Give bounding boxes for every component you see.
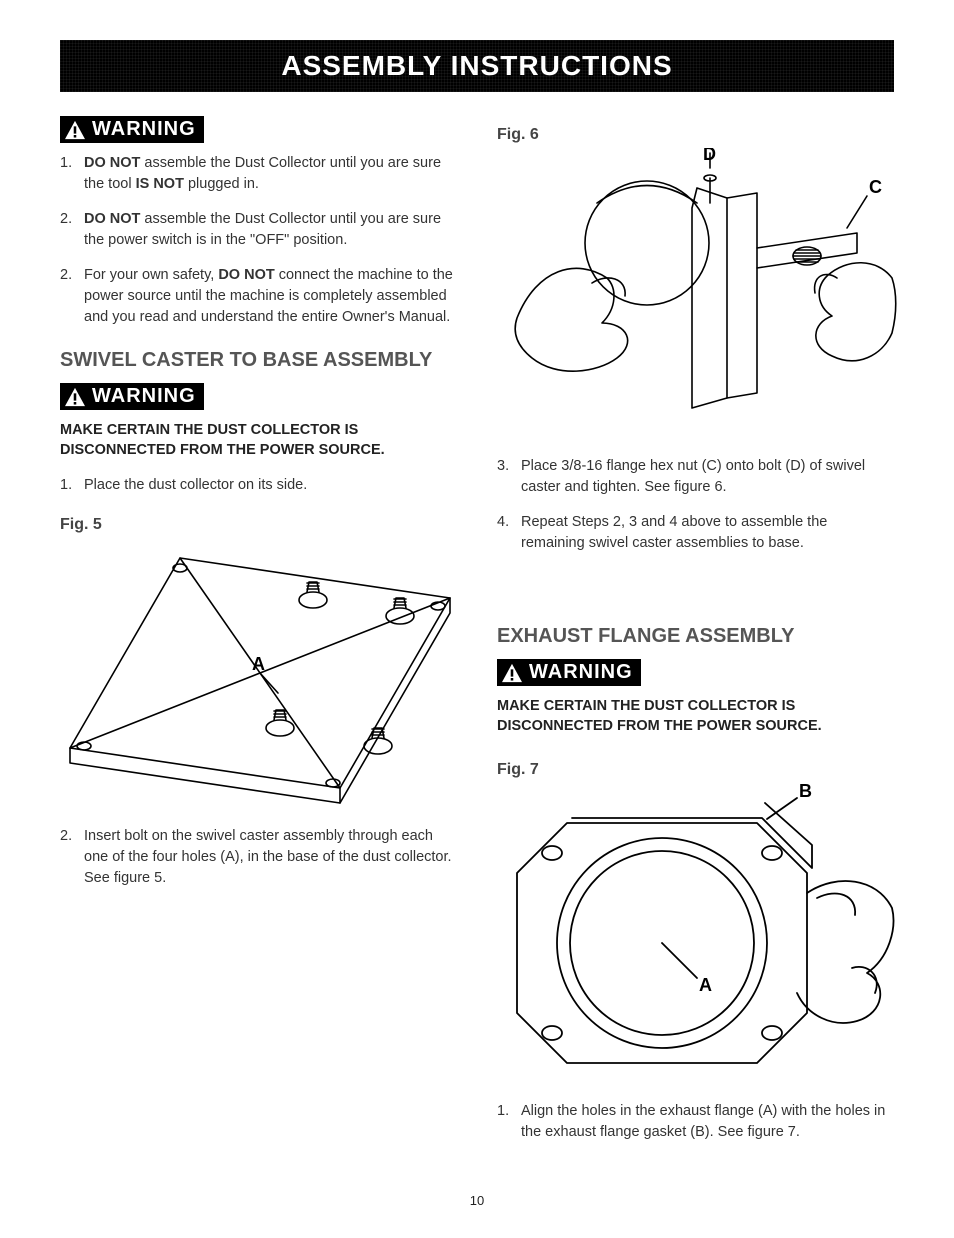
section-title-swivel-caster: SWIVEL CASTER TO BASE ASSEMBLY bbox=[60, 348, 457, 373]
fig6-label: Fig. 6 bbox=[497, 126, 894, 144]
step-text: Place the dust collector on its side. bbox=[84, 475, 307, 496]
warning-badge-1: WARNING bbox=[60, 116, 204, 143]
right-column: Fig. 6 bbox=[497, 116, 894, 1163]
two-column-layout: WARNING 1. DO NOT assemble the Dust Coll… bbox=[60, 116, 894, 1163]
assembly-instructions-banner: ASSEMBLY INSTRUCTIONS bbox=[60, 40, 894, 92]
fig7-label-a: A bbox=[699, 975, 712, 995]
step-text: Insert bolt on the swivel caster assembl… bbox=[84, 826, 457, 889]
list-item: 2. Insert bolt on the swivel caster asse… bbox=[60, 826, 457, 889]
fig7-svg: A B bbox=[497, 783, 897, 1083]
fig6-step-list: 3. Place 3/8-16 flange hex nut (C) onto … bbox=[497, 456, 894, 554]
list-item: 2. DO NOT assemble the Dust Collector un… bbox=[60, 209, 457, 251]
fig6-label-c: C bbox=[869, 177, 882, 197]
fig7-step-list: 1. Align the holes in the exhaust flange… bbox=[497, 1101, 894, 1143]
list-item: 3. Place 3/8-16 flange hex nut (C) onto … bbox=[497, 456, 894, 498]
list-item: 1. Align the holes in the exhaust flange… bbox=[497, 1101, 894, 1143]
swivel-step-list-a: 1. Place the dust collector on its side. bbox=[60, 475, 457, 496]
list-item: 1. DO NOT assemble the Dust Collector un… bbox=[60, 153, 457, 195]
list-item: 1. Place the dust collector on its side. bbox=[60, 475, 457, 496]
step-number: 1. bbox=[60, 475, 84, 496]
step-text: DO NOT assemble the Dust Collector until… bbox=[84, 153, 457, 195]
fig6-svg: D C bbox=[497, 148, 897, 438]
step-text: Align the holes in the exhaust flange (A… bbox=[521, 1101, 894, 1143]
step-number: 3. bbox=[497, 456, 521, 498]
warning-badge-2: WARNING bbox=[60, 383, 204, 410]
swivel-step-list-b: 2. Insert bolt on the swivel caster asse… bbox=[60, 826, 457, 889]
warning-triangle-icon bbox=[501, 663, 523, 683]
fig5-label-a: A bbox=[252, 654, 265, 674]
step-number: 1. bbox=[497, 1101, 521, 1143]
warning-triangle-icon bbox=[64, 387, 86, 407]
fig5-svg: A bbox=[60, 538, 460, 808]
step-number: 1. bbox=[60, 153, 84, 195]
step-text: Repeat Steps 2, 3 and 4 above to assembl… bbox=[521, 512, 894, 554]
figure-7: A B bbox=[497, 783, 894, 1083]
warning-badge-3: WARNING bbox=[497, 659, 641, 686]
figure-5: A bbox=[60, 538, 457, 808]
list-item: 2. For your own safety, DO NOT connect t… bbox=[60, 265, 457, 328]
fig7-label: Fig. 7 bbox=[497, 761, 539, 779]
left-column: WARNING 1. DO NOT assemble the Dust Coll… bbox=[60, 116, 457, 1163]
fig5-label: Fig. 5 bbox=[60, 516, 457, 534]
banner-text: ASSEMBLY INSTRUCTIONS bbox=[281, 50, 672, 81]
disconnect-warning-1: MAKE CERTAIN THE DUST COLLECTOR IS DISCO… bbox=[60, 420, 457, 461]
step-number: 4. bbox=[497, 512, 521, 554]
step-text: Place 3/8-16 flange hex nut (C) onto bol… bbox=[521, 456, 894, 498]
step-number: 2. bbox=[60, 826, 84, 889]
fig7-label-b: B bbox=[799, 783, 812, 801]
list-item: 4. Repeat Steps 2, 3 and 4 above to asse… bbox=[497, 512, 894, 554]
warning-label: WARNING bbox=[92, 385, 196, 408]
warning1-step-list: 1. DO NOT assemble the Dust Collector un… bbox=[60, 153, 457, 328]
warning-label: WARNING bbox=[92, 118, 196, 141]
fig6-label-d: D bbox=[703, 148, 716, 164]
disconnect-warning-2: MAKE CERTAIN THE DUST COLLECTOR IS DISCO… bbox=[497, 696, 894, 737]
section-title-exhaust-flange: EXHAUST FLANGE ASSEMBLY bbox=[497, 624, 894, 649]
warning-triangle-icon bbox=[64, 120, 86, 140]
step-number: 2. bbox=[60, 265, 84, 328]
step-text: For your own safety, DO NOT connect the … bbox=[84, 265, 457, 328]
warning-label: WARNING bbox=[529, 661, 633, 684]
step-number: 2. bbox=[60, 209, 84, 251]
figure-6: D C bbox=[497, 148, 894, 438]
step-text: DO NOT assemble the Dust Collector until… bbox=[84, 209, 457, 251]
page-number: 10 bbox=[60, 1193, 894, 1208]
